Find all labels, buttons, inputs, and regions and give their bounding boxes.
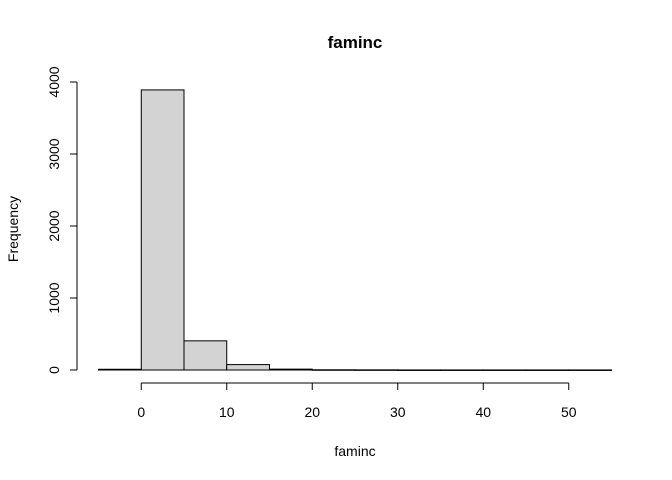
y-tick-label: 3000 xyxy=(46,138,62,169)
chart-title: faminc xyxy=(328,33,383,52)
histogram-bar xyxy=(354,369,399,371)
histogram-bar xyxy=(397,369,441,371)
x-tick-label: 0 xyxy=(137,404,145,420)
histogram-bar xyxy=(140,89,185,371)
histogram-bar xyxy=(525,369,570,371)
x-tick-label: 50 xyxy=(561,404,577,420)
x-tick-label: 30 xyxy=(390,404,406,420)
x-tick-label: 40 xyxy=(475,404,491,420)
histogram-bar xyxy=(568,369,612,371)
x-tick-label: 10 xyxy=(219,404,235,420)
y-ticks-group: 0 1000 2000 3000 4000 xyxy=(46,66,77,374)
histogram-bar xyxy=(269,368,313,371)
histogram-bar xyxy=(183,340,228,371)
x-tick-label: 20 xyxy=(304,404,320,420)
histogram-bar xyxy=(482,369,527,371)
bars-group xyxy=(98,89,612,371)
x-axis-label: faminc xyxy=(334,443,375,459)
y-tick-label: 0 xyxy=(46,366,62,374)
histogram-bar xyxy=(226,364,270,371)
y-tick-label: 2000 xyxy=(46,210,62,241)
x-ticks-group: 0 10 20 30 40 50 xyxy=(137,383,577,420)
y-axis-label: Frequency xyxy=(5,196,21,262)
histogram-bar xyxy=(98,368,142,371)
histogram-bar xyxy=(311,369,356,371)
y-tick-label: 1000 xyxy=(46,282,62,313)
y-tick-label: 4000 xyxy=(46,66,62,97)
histogram-bar xyxy=(440,369,484,371)
